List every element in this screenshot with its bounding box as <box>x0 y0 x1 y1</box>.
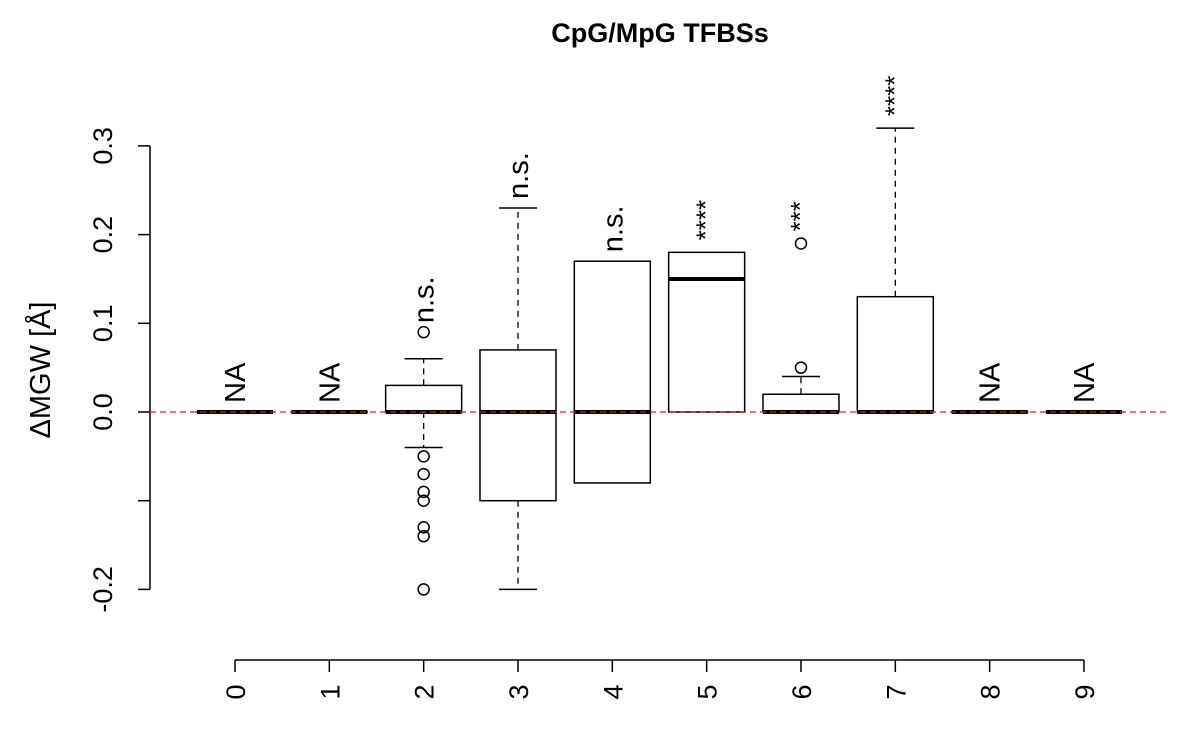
x-tick-label: 7 <box>881 684 911 699</box>
significance-label: NA <box>220 362 252 403</box>
box-group-2: n.s. <box>384 276 463 596</box>
outlier-point <box>417 583 430 596</box>
x-tick-label: 3 <box>504 684 534 699</box>
box <box>384 384 463 413</box>
x-tick-label: 4 <box>598 684 628 699</box>
y-tick-label: 0.1 <box>88 305 118 343</box>
box <box>479 349 557 502</box>
outlier-point <box>417 529 430 543</box>
box-group-0: NA <box>196 362 274 414</box>
y-tick-label: 0.3 <box>88 127 118 165</box>
y-tick-label: 0.2 <box>88 216 118 254</box>
significance-label: n.s. <box>597 205 629 252</box>
chart-title: CpG/MpG TFBSs <box>551 18 769 48</box>
outlier-point <box>417 325 430 339</box>
outlier-point <box>417 450 430 463</box>
box-group-3: n.s. <box>479 152 557 591</box>
box-group-8: NA <box>950 362 1029 414</box>
box <box>573 260 652 484</box>
box-group-7: **** <box>856 76 935 414</box>
x-tick-label: 1 <box>315 684 345 699</box>
outlier-point <box>417 521 430 534</box>
outlier-point <box>417 485 430 499</box>
box <box>856 295 935 413</box>
y-tick-label: 0.0 <box>88 393 118 431</box>
x-tick-label: 8 <box>976 684 1006 699</box>
box-group-4: n.s. <box>573 205 652 484</box>
significance-label: NA <box>314 362 346 403</box>
box-group-6: *** <box>762 201 840 414</box>
significance-label: n.s. <box>409 276 441 323</box>
y-tick-label: -0.2 <box>88 566 118 613</box>
box-group-9: NA <box>1045 362 1123 414</box>
outlier-point <box>794 361 808 374</box>
y-axis-label: ΔMGW [Å] <box>24 302 57 439</box>
outlier-point <box>417 467 430 481</box>
significance-label: NA <box>1069 362 1101 403</box>
x-tick-label: 6 <box>787 684 817 699</box>
box <box>762 393 840 413</box>
x-tick-label: 0 <box>221 684 251 699</box>
outlier-point <box>794 237 808 250</box>
significance-label: n.s. <box>503 152 535 199</box>
significance-label: NA <box>975 362 1007 403</box>
significance-label: **** <box>691 200 721 240</box>
box <box>667 251 746 413</box>
significance-label: *** <box>785 201 815 231</box>
box-group-1: NA <box>290 362 369 414</box>
outlier-point <box>417 494 430 507</box>
significance-label: **** <box>879 76 909 116</box>
x-tick-label: 5 <box>693 684 723 699</box>
x-tick-label: 9 <box>1070 684 1100 699</box>
box-group-5: **** <box>667 200 746 413</box>
x-tick-label: 2 <box>410 684 440 699</box>
